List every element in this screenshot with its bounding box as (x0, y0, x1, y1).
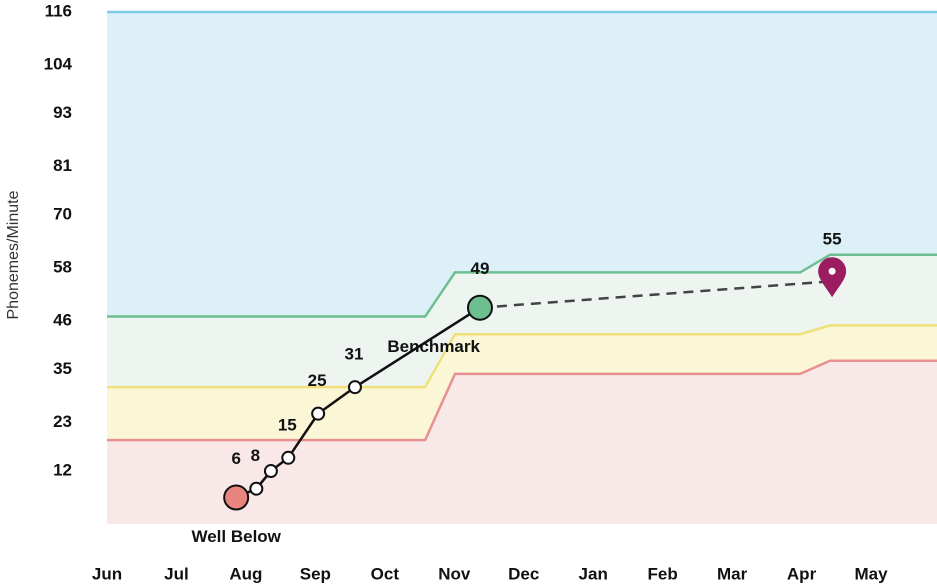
status-label: Well Below (191, 527, 281, 546)
x-tick-label: Dec (508, 564, 539, 583)
x-tick-label: Feb (648, 564, 678, 583)
score-point (466, 294, 493, 321)
score-point (311, 406, 326, 421)
x-tick-label: Oct (371, 564, 400, 583)
y-tick-label: 35 (53, 359, 72, 378)
projection-line (479, 279, 833, 309)
x-tick-label: Jul (164, 564, 189, 583)
x-tick-label: Jan (579, 564, 608, 583)
threshold-line (107, 324, 937, 389)
score-point (347, 380, 362, 395)
score-point (223, 484, 250, 511)
y-tick-label: 23 (53, 412, 72, 431)
score-point (281, 450, 296, 465)
goal-marker (818, 257, 847, 298)
x-tick-label: Sep (300, 564, 331, 583)
score-label: 15 (278, 415, 297, 434)
goal-star (828, 267, 836, 275)
x-tick-label: Apr (787, 564, 817, 583)
y-axis-label: Phonemes/Minute (5, 190, 22, 319)
y-tick-label: 81 (53, 156, 72, 175)
goal-label: 55 (823, 230, 842, 249)
score-point (249, 481, 264, 496)
x-tick-label: Aug (229, 564, 262, 583)
band-fill (107, 360, 937, 524)
score-point (263, 464, 278, 479)
y-tick-label: 93 (53, 103, 72, 122)
x-tick-label: May (854, 564, 888, 583)
x-tick-label: Nov (438, 564, 471, 583)
score-label: 25 (308, 371, 327, 390)
y-tick-label: 46 (53, 310, 72, 329)
y-tick-label: 58 (53, 257, 72, 276)
x-tick-label: Jun (92, 564, 122, 583)
x-tick-label: Mar (717, 564, 748, 583)
status-label: Benchmark (387, 337, 480, 356)
threshold-line (107, 359, 937, 442)
y-tick-label: 70 (53, 205, 72, 224)
threshold-line (107, 253, 937, 318)
y-tick-label: 116 (45, 1, 72, 20)
score-label: 6 (231, 449, 240, 468)
score-label: 8 (251, 446, 260, 465)
y-tick-label: 104 (44, 54, 73, 73)
score-label: 31 (344, 345, 363, 364)
y-tick-label: 12 (53, 461, 72, 480)
score-label: 49 (471, 259, 490, 278)
